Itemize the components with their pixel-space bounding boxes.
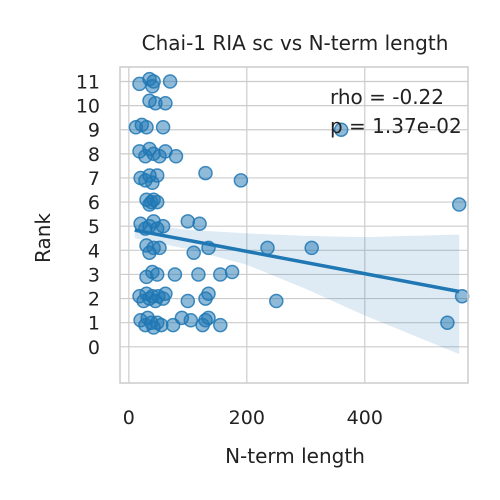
grid: [120, 67, 468, 383]
rho-annotation: rho = -0.22: [330, 85, 444, 109]
data-point: [198, 165, 213, 181]
y-tick-label: 0: [88, 337, 100, 359]
data-point: [183, 313, 199, 328]
data-point: [158, 286, 173, 301]
x-axis-label: N-term length: [225, 444, 365, 468]
data-point: [139, 120, 154, 135]
y-tick-label: 7: [88, 168, 100, 190]
plot-frame: [119, 66, 469, 384]
data-point: [180, 293, 196, 309]
chart-title: Chai-1 RIA sc vs N-term length: [142, 31, 449, 55]
y-tick-label: 1: [88, 313, 100, 335]
data-point: [162, 74, 178, 89]
data-point: [146, 74, 161, 89]
data-point: [333, 122, 349, 137]
y-tick-label: 3: [88, 264, 100, 286]
data-point: [440, 315, 455, 330]
y-axis-label: Rank: [31, 213, 55, 263]
data-point: [213, 317, 228, 333]
data-point: [158, 95, 173, 111]
data-point: [152, 240, 167, 256]
data-point: [155, 120, 171, 135]
data-point: [269, 293, 284, 309]
data-point: [180, 214, 196, 229]
data-points: [128, 71, 470, 335]
x-tick-label: 400: [347, 407, 383, 429]
data-point: [233, 173, 249, 188]
data-point: [304, 240, 319, 256]
data-point: [451, 197, 467, 212]
y-tick-label: 10: [76, 96, 100, 118]
y-tick-label: 6: [88, 192, 100, 214]
y-tick-label: 9: [88, 120, 100, 142]
data-point: [224, 264, 240, 280]
regression-line: [134, 228, 460, 294]
data-point: [149, 168, 165, 183]
data-point: [213, 267, 228, 282]
x-tick-label: 200: [229, 407, 265, 429]
data-point: [186, 245, 201, 260]
y-tick-label: 4: [88, 240, 100, 262]
y-tick-label: 2: [88, 289, 100, 311]
y-tick-label: 11: [76, 71, 100, 93]
data-point: [191, 267, 206, 282]
data-point: [168, 149, 184, 164]
p-value-annotation: p = 1.37e-02: [330, 114, 462, 138]
data-point: [167, 267, 183, 282]
data-point: [201, 310, 216, 326]
x-tick-label: 0: [123, 407, 135, 429]
data-point: [201, 286, 216, 301]
y-tick-label: 5: [88, 216, 100, 238]
data-point: [260, 240, 275, 256]
data-point: [192, 216, 207, 232]
data-point: [149, 194, 165, 210]
x-tick-labels: 0 200 400: [123, 407, 383, 429]
y-tick-label: 8: [88, 144, 100, 166]
data-point: [149, 267, 165, 282]
data-point: [155, 218, 171, 234]
confidence-band: [134, 223, 460, 355]
